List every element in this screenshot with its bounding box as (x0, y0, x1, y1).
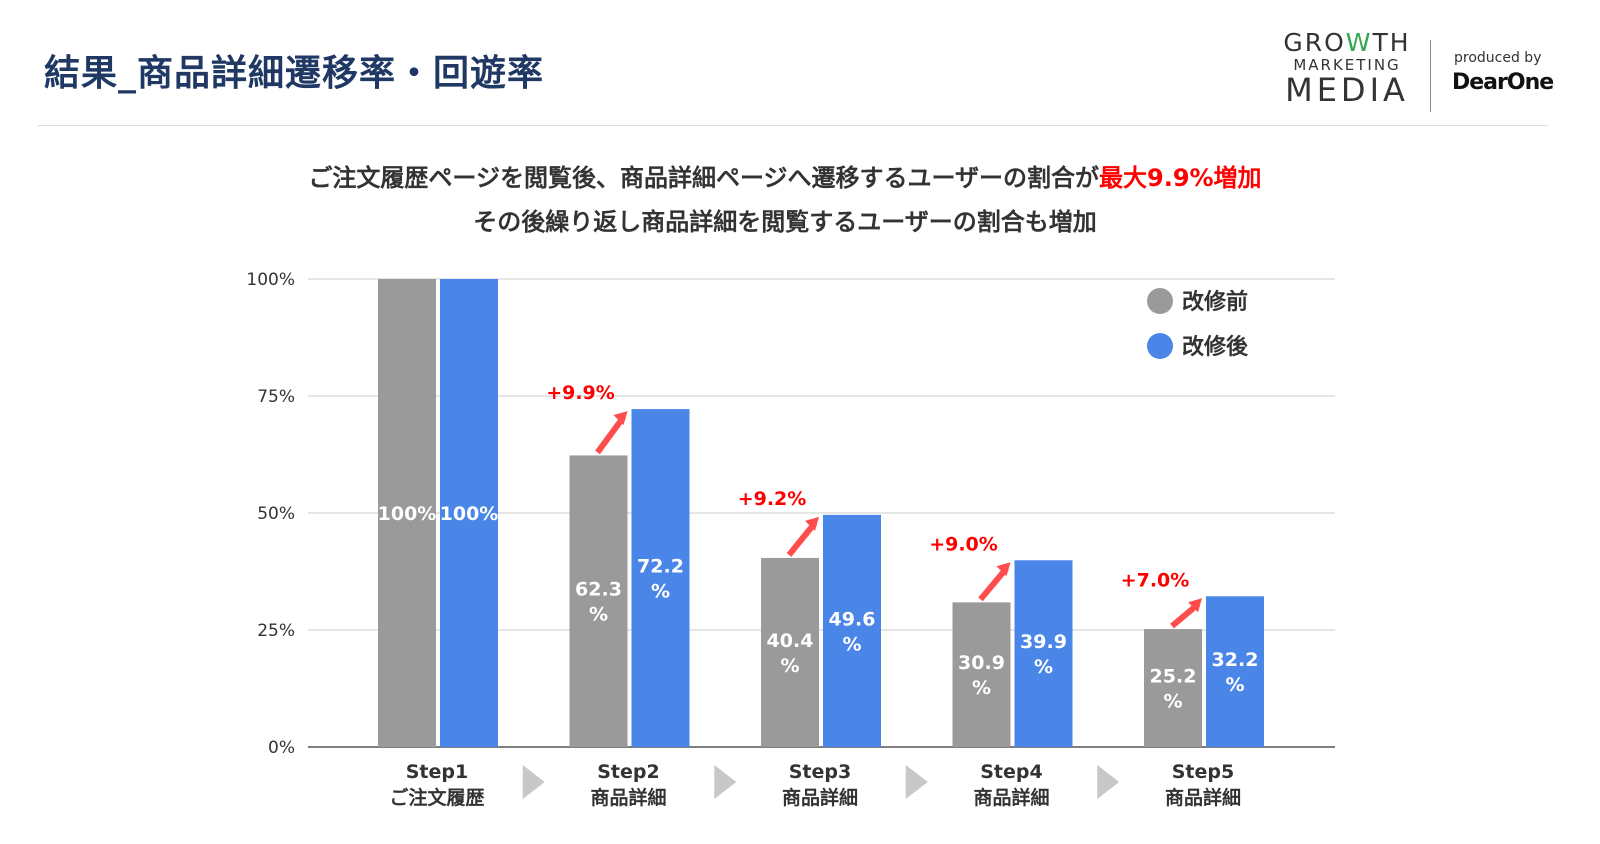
legend-marker (1147, 333, 1173, 359)
legend-label: 改修後 (1182, 334, 1249, 360)
increase-annotation: +7.0% (1121, 569, 1190, 591)
logo-text: TH (1372, 28, 1411, 57)
x-tick-label: 商品詳細 (973, 786, 1049, 809)
increase-annotation: +9.9% (546, 382, 615, 404)
data-label: % (972, 677, 991, 699)
data-label: 25.2 (1150, 666, 1197, 688)
step-arrow-icon (905, 765, 928, 799)
logo-divider (1430, 40, 1431, 112)
bar-before (1144, 629, 1202, 747)
increase-annotation: +9.2% (738, 488, 807, 510)
data-label: 40.4 (767, 630, 814, 652)
bar-after (823, 514, 881, 747)
growth-marketing-media-logo: GROWTH MARKETING MEDIA (1282, 28, 1412, 109)
legend-label: 改修前 (1182, 289, 1248, 315)
increase-arrowhead-icon (613, 411, 628, 426)
y-tick-label: 75% (257, 387, 295, 407)
increase-arrowhead-icon (805, 516, 819, 531)
data-label: 62.3 (575, 579, 622, 601)
data-label: % (842, 633, 861, 655)
logo-text: GRO (1283, 28, 1346, 57)
data-label: 49.6 (829, 608, 876, 630)
logo-text: MEDIA (1285, 71, 1409, 109)
increase-arrow-icon (786, 520, 818, 557)
x-tick-label: Step4 (980, 761, 1042, 783)
data-label: % (1225, 674, 1244, 696)
bar-after (440, 279, 498, 747)
y-tick-label: 50% (257, 504, 295, 524)
produced-by-text: produced by (1454, 50, 1542, 66)
step-arrow-icon (1097, 765, 1120, 799)
increase-arrowhead-icon (1188, 598, 1202, 613)
bar-before (952, 602, 1011, 747)
y-tick-label: 25% (257, 621, 295, 641)
x-tick-label: Step2 (597, 761, 659, 783)
data-label: % (1163, 691, 1182, 713)
page-title: 結果_商品詳細遷移率・回遊率 (44, 53, 545, 94)
step-arrow-icon (714, 765, 737, 799)
subtitle-text: ご注文履歴ページを閲覧後、商品詳細ページへ遷移するユーザーの割合が (308, 164, 1099, 192)
increase-arrow-icon (595, 415, 626, 455)
data-label: 32.2 (1212, 649, 1259, 671)
data-label: % (651, 581, 670, 603)
y-tick-label: 100% (246, 270, 295, 290)
x-tick-label: 商品詳細 (782, 786, 858, 809)
x-tick-label: ご注文履歴 (389, 786, 484, 809)
increase-annotation: +9.0% (929, 533, 998, 555)
bar-after (631, 409, 690, 747)
logo-text: MARKETING (1293, 56, 1401, 74)
subtitle-line-2: その後繰り返し商品詳細を閲覧するユーザーの割合も増加 (473, 208, 1097, 236)
data-label: % (589, 604, 608, 626)
subtitle-line-1: ご注文履歴ページを閲覧後、商品詳細ページへ遷移するユーザーの割合が最大9.9%増… (0, 158, 1570, 193)
x-tick-label: Step5 (1172, 761, 1234, 783)
y-tick-label: 0% (268, 738, 295, 758)
data-label: 39.9 (1020, 631, 1067, 653)
increase-arrow-icon (978, 566, 1009, 602)
data-label: 100% (440, 503, 499, 525)
data-label: 100% (378, 503, 437, 525)
logo-text: W (1345, 28, 1373, 57)
bar-after (1014, 560, 1073, 747)
data-label: % (1034, 656, 1053, 678)
x-tick-label: 商品詳細 (590, 786, 666, 809)
bar-before (761, 557, 819, 747)
x-tick-label: 商品詳細 (1165, 786, 1241, 809)
bar-after (1206, 596, 1264, 747)
bar-before (569, 455, 628, 747)
header-divider (38, 125, 1548, 126)
data-label: 30.9 (958, 652, 1005, 674)
x-tick-label: Step3 (789, 761, 851, 783)
x-tick-label: Step1 (406, 761, 468, 783)
increase-arrowhead-icon (996, 562, 1011, 577)
data-label: % (780, 655, 799, 677)
bar-before (378, 279, 436, 747)
subtitle-highlight: 最大9.9%増加 (1099, 164, 1262, 192)
legend-marker (1147, 288, 1173, 314)
step-arrow-icon (522, 765, 545, 799)
dearone-logo: DearOne (1452, 70, 1554, 95)
data-label: 72.2 (637, 556, 684, 578)
